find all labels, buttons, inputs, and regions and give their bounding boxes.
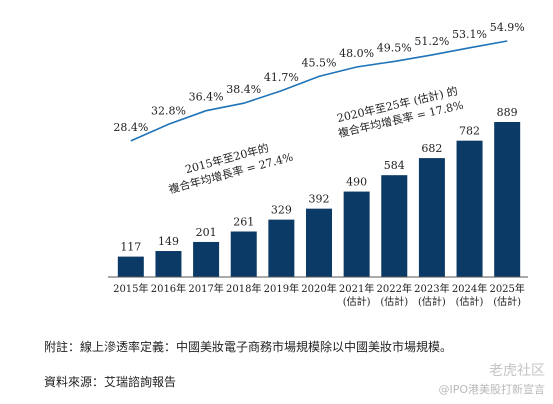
x-tick-label-7-sub: (估計) [380,295,408,308]
bar-labels-group: 117 149 201 261 329 392 490 584 682 782 889 [120,106,517,254]
watermark-title: 老虎社区 [489,362,545,379]
bar-9 [456,140,483,277]
bar-8 [418,158,445,277]
x-tick-label-9-sub: (估計) [456,295,484,308]
bar-10 [494,122,521,277]
line-value-label-1: 32.8% [151,104,186,117]
bar-value-label-3: 261 [233,215,254,228]
x-tick-label-4: 2019年 [264,282,299,295]
x-tick-labels-group: 2015年 2016年 2017年 2018年 2019年 2020年 2021年(估計)2… [113,282,525,308]
bar-value-label-0: 117 [120,241,141,254]
x-tick-label-10: 2025年 [489,282,524,295]
bar-0 [117,256,144,277]
bar-value-label-4: 329 [271,204,292,217]
bar-5 [306,208,332,277]
bar-value-label-8: 682 [421,142,442,155]
bar-value-label-5: 392 [309,193,330,206]
x-tick-label-8-sub: (估計) [418,295,446,308]
line-value-label-3: 38.4% [226,83,261,96]
line-value-label-7: 49.5% [377,41,412,54]
line-series-group: 28.4%32.8%36.4%38.4%41.7%45.5%48.0% 49.5%… [113,21,525,142]
line-value-label-5: 45.5% [302,56,337,69]
line-value-label-0: 28.4% [113,121,148,134]
x-tick-label-7: 2022年 [377,282,412,295]
watermark-subtitle: @IPO港美股打新宣言 [438,382,545,396]
x-tick-label-1: 2016年 [151,282,186,295]
footnote-definition: 附註：線上滲透率定義：中國美妝電子商務市場規模除以中國美妝市場規模。 [44,340,453,354]
x-tick-label-9: 2024年 [452,282,487,295]
watermark: 老虎社区 @IPO港美股打新宣言 [438,361,545,399]
bar-2 [193,241,220,277]
x-tick-label-10-sub: (估計) [493,295,521,308]
x-tick-label-5: 2020年 [301,282,336,295]
bar-3 [230,231,257,277]
line-value-label-6: 48.0% [339,47,374,60]
bar-value-label-6: 490 [346,176,367,189]
bar-value-label-2: 201 [196,226,217,239]
x-tick-label-8: 2023年 [414,282,449,295]
bar-1 [155,251,182,277]
x-tick-label-0: 2015年 [113,282,148,295]
x-tick-label-2: 2017年 [188,282,223,295]
bar-4 [268,219,295,277]
bar-6 [343,191,370,277]
line-value-label-8: 51.2% [414,35,449,48]
penetration-line [130,40,508,142]
line-value-label-2: 36.4% [189,91,224,104]
line-value-label-10: 54.9% [490,21,525,34]
x-tick-label-3: 2018年 [226,282,261,295]
footnote-source: 資料來源：艾瑞諮詢報告 [44,375,177,389]
bar-value-label-9: 782 [459,125,480,138]
bar-7 [381,175,408,277]
x-tick-label-6-sub: (估計) [343,295,371,308]
line-value-label-4: 41.7% [264,71,299,84]
x-tick-label-6: 2021年 [339,282,374,295]
bars-group [117,122,521,277]
line-value-label-9: 53.1% [452,28,487,41]
bar-value-label-1: 149 [158,235,179,248]
bar-value-label-7: 584 [384,159,405,172]
bar-value-label-10: 889 [497,106,518,119]
